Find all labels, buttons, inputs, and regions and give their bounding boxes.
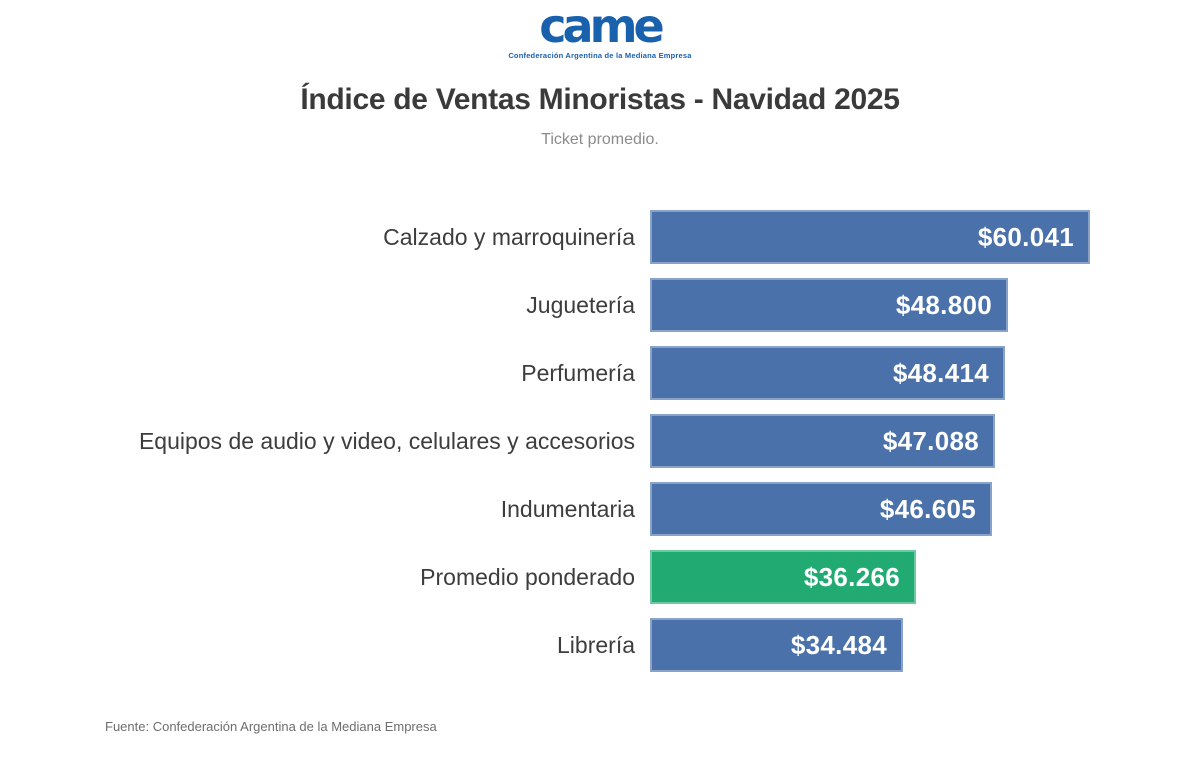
bar-value-label: $60.041 bbox=[977, 221, 1074, 252]
category-label: Indumentaria bbox=[500, 495, 635, 522]
bar-chart: Calzado y marroquinería $60.041 Jugueter… bbox=[0, 203, 1100, 679]
category-label: Promedio ponderado bbox=[420, 563, 635, 590]
bar-value-label: $34.484 bbox=[790, 629, 887, 660]
bar-value-label: $46.605 bbox=[879, 493, 976, 524]
bar-value-label: $47.088 bbox=[882, 425, 979, 456]
bar: $36.266 bbox=[650, 550, 916, 604]
chart-row: Juguetería $48.800 bbox=[0, 271, 1100, 339]
came-logo-wordmark: came bbox=[539, 0, 664, 53]
page-subtitle: Ticket promedio. bbox=[541, 131, 659, 148]
chart-row: Calzado y marroquinería $60.041 bbox=[0, 203, 1100, 271]
category-label: Librería bbox=[557, 631, 635, 658]
bar-value-label: $48.800 bbox=[895, 289, 992, 320]
came-logo-subtext: Confederación Argentina de la Mediana Em… bbox=[508, 51, 692, 60]
category-label: Perfumería bbox=[521, 359, 635, 386]
bar: $34.484 bbox=[650, 618, 903, 672]
bar: $60.041 bbox=[650, 210, 1090, 264]
came-logo: came Confederación Argentina de la Media… bbox=[0, 2, 1200, 60]
category-label: Juguetería bbox=[526, 291, 635, 318]
page-title: Índice de Ventas Minoristas - Navidad 20… bbox=[300, 83, 900, 116]
bar: $47.088 bbox=[650, 414, 995, 468]
bar: $48.414 bbox=[650, 346, 1005, 400]
category-label: Equipos de audio y video, celulares y ac… bbox=[138, 427, 635, 454]
chart-row: Perfumería $48.414 bbox=[0, 339, 1100, 407]
bar-value-label: $48.414 bbox=[892, 357, 989, 388]
chart-row: Indumentaria $46.605 bbox=[0, 475, 1100, 543]
chart-row: Equipos de audio y video, celulares y ac… bbox=[0, 407, 1100, 475]
source-note: Fuente: Confederación Argentina de la Me… bbox=[105, 719, 437, 734]
chart-row: Promedio ponderado $36.266 bbox=[0, 543, 1100, 611]
chart-row: Librería $34.484 bbox=[0, 611, 1100, 679]
category-label: Calzado y marroquinería bbox=[383, 223, 635, 250]
bar: $46.605 bbox=[650, 482, 992, 536]
bar: $48.800 bbox=[650, 278, 1008, 332]
bar-value-label: $36.266 bbox=[803, 561, 900, 592]
